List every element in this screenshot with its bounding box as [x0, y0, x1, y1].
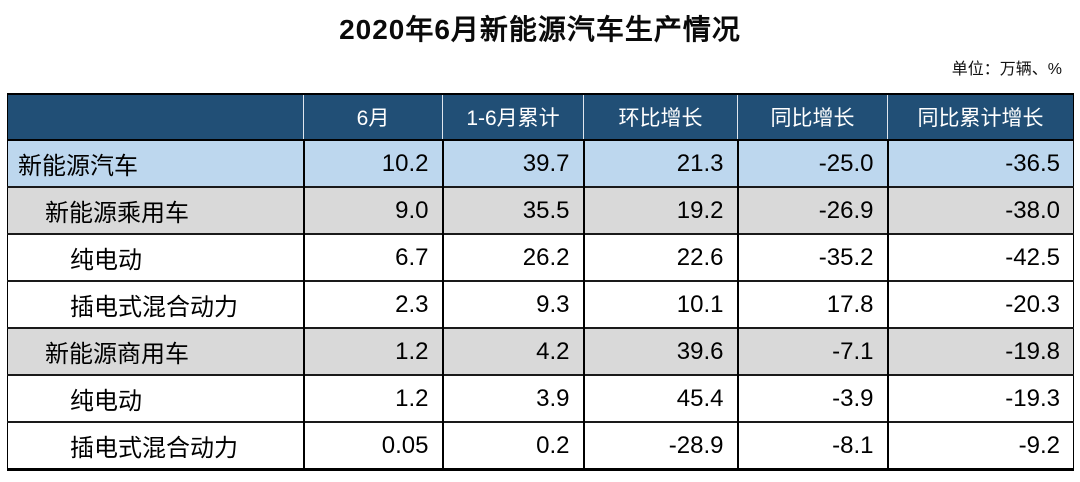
- column-header-category: [7, 94, 304, 141]
- cell-value: 22.6: [582, 233, 738, 281]
- row-label: 插电式混合动力: [7, 280, 304, 328]
- row-label: 新能源商用车: [7, 327, 304, 375]
- table-row: 新能源乘用车 9.0 35.5 19.2 -26.9 -38.0: [7, 186, 1074, 234]
- cell-value: 9.3: [441, 280, 584, 328]
- cell-value: -28.9: [582, 421, 738, 470]
- cell-value: -3.9: [736, 374, 888, 422]
- page-title: 2020年6月新能源汽车生产情况: [339, 14, 741, 45]
- cell-value: 3.9: [441, 374, 584, 422]
- cell-value: -35.2: [736, 233, 888, 281]
- row-label: 插电式混合动力: [7, 421, 304, 470]
- cell-value: 19.2: [582, 186, 738, 234]
- cell-value: 21.3: [582, 139, 738, 187]
- table-row: 插电式混合动力 2.3 9.3 10.1 17.8 -20.3: [7, 280, 1074, 328]
- table-row: 新能源商用车 1.2 4.2 39.6 -7.1 -19.8: [7, 327, 1074, 375]
- column-header-jan-june-total: 1-6月累计: [442, 94, 584, 141]
- row-label: 新能源汽车: [7, 139, 304, 187]
- cell-value: 0.2: [441, 421, 584, 470]
- cell-value: 1.2: [302, 374, 443, 422]
- cell-value: 17.8: [736, 280, 888, 328]
- unit-note: 单位：万辆、%: [951, 61, 1062, 78]
- column-header-june: 6月: [303, 94, 443, 141]
- table-row: 新能源汽车 10.2 39.7 21.3 -25.0 -36.5: [7, 139, 1074, 187]
- table-row: 插电式混合动力 0.05 0.2 -28.9 -8.1 -9.2: [7, 421, 1074, 470]
- cell-value: 6.7: [302, 233, 443, 281]
- row-label: 新能源乘用车: [7, 186, 304, 234]
- cell-value: -25.0: [736, 139, 888, 187]
- cell-value: -36.5: [886, 139, 1074, 187]
- row-label: 纯电动: [7, 374, 304, 422]
- page: 2020年6月新能源汽车生产情况 单位：万辆、% 6月 1-6月累计 环比增长 …: [0, 10, 1080, 482]
- cell-value: 45.4: [582, 374, 738, 422]
- cell-value: -20.3: [886, 280, 1074, 328]
- cell-value: -26.9: [736, 186, 888, 234]
- row-label: 纯电动: [7, 233, 304, 281]
- table-header-row: 6月 1-6月累计 环比增长 同比增长 同比累计增长: [7, 94, 1074, 141]
- nev-production-table: 6月 1-6月累计 环比增长 同比增长 同比累计增长 新能源汽车 10.2 39.7…: [7, 93, 1074, 471]
- cell-value: 10.2: [302, 139, 443, 187]
- cell-value: 39.7: [441, 139, 584, 187]
- column-header-yoy-cum-growth: 同比累计增长: [887, 94, 1074, 141]
- cell-value: -9.2: [886, 421, 1074, 470]
- cell-value: -42.5: [886, 233, 1074, 281]
- cell-value: 9.0: [302, 186, 443, 234]
- column-header-mom-growth: 环比增长: [583, 94, 738, 141]
- cell-value: 10.1: [582, 280, 738, 328]
- cell-value: 35.5: [441, 186, 584, 234]
- table-row: 纯电动 6.7 26.2 22.6 -35.2 -42.5: [7, 233, 1074, 281]
- cell-value: 39.6: [582, 327, 738, 375]
- column-header-yoy-growth: 同比增长: [737, 94, 888, 141]
- cell-value: -38.0: [886, 186, 1074, 234]
- cell-value: -19.3: [886, 374, 1074, 422]
- cell-value: 26.2: [441, 233, 584, 281]
- cell-value: 0.05: [302, 421, 443, 470]
- table-row: 纯电动 1.2 3.9 45.4 -3.9 -19.3: [7, 374, 1074, 422]
- cell-value: -7.1: [736, 327, 888, 375]
- cell-value: 4.2: [441, 327, 584, 375]
- cell-value: 1.2: [302, 327, 443, 375]
- cell-value: -8.1: [736, 421, 888, 470]
- cell-value: -19.8: [886, 327, 1074, 375]
- table-body: 新能源汽车 10.2 39.7 21.3 -25.0 -36.5 新能源乘用车 9.0 35.5…: [7, 139, 1074, 470]
- cell-value: 2.3: [302, 280, 443, 328]
